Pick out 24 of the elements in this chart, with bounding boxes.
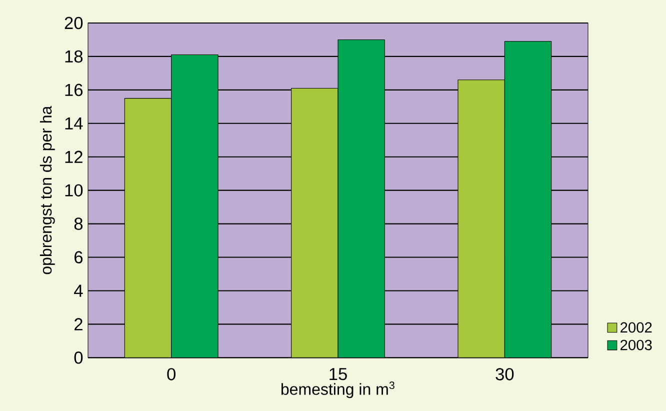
bar <box>124 98 172 358</box>
bar <box>291 88 338 358</box>
y-tick-label: 20 <box>64 16 83 30</box>
bar <box>338 39 385 358</box>
y-tick-label: 6 <box>74 251 83 264</box>
y-tick-label: 12 <box>65 150 82 163</box>
y-tick-label: 4 <box>74 284 83 297</box>
legend-label: 2002 <box>620 322 652 333</box>
x-axis-title: bemesting in m$^{3}$ <box>281 382 394 398</box>
x-tick-label: 15 <box>330 368 347 380</box>
y-tick-label: 8 <box>74 218 83 230</box>
x-tick-label: 30 <box>496 368 514 380</box>
bar <box>458 80 505 358</box>
bar <box>171 54 218 358</box>
y-tick-label: 0 <box>74 352 83 364</box>
x-tick-label: 0 <box>167 368 176 380</box>
y-tick-label: 16 <box>65 84 83 96</box>
y-tick-label: 2 <box>74 318 82 330</box>
y-axis-title: opbrengst ton ds per ha <box>40 106 55 274</box>
y-tick-label: 18 <box>65 50 83 63</box>
bar <box>504 41 552 358</box>
y-tick-label: 10 <box>65 184 83 196</box>
legend-label: 2003 <box>620 340 652 350</box>
y-tick-label: 14 <box>65 117 83 130</box>
